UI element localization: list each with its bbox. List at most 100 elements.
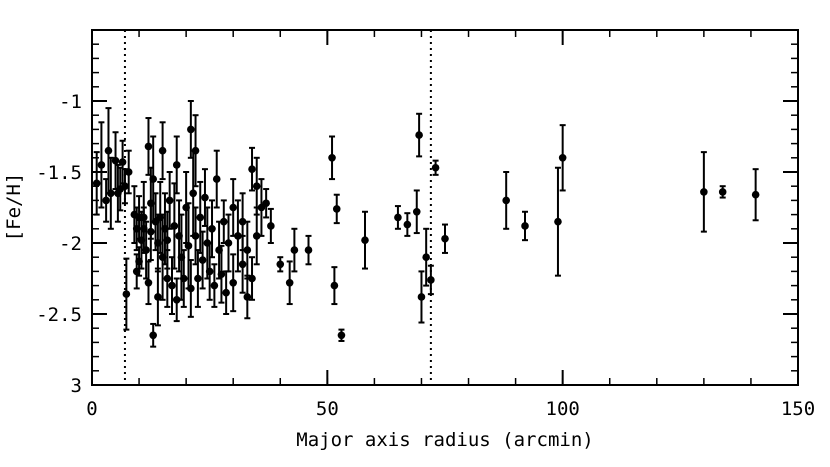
- point-marker: [248, 165, 256, 173]
- data-point: [521, 210, 529, 242]
- point-marker: [149, 175, 157, 183]
- data-point: [412, 189, 421, 235]
- point-marker: [238, 217, 247, 226]
- point-marker: [422, 253, 430, 261]
- point-marker: [212, 175, 221, 183]
- data-point: [238, 192, 247, 252]
- data-point: [172, 277, 181, 323]
- point-marker: [224, 239, 233, 247]
- data-point: [224, 213, 233, 273]
- point-marker: [290, 246, 299, 254]
- x-tick-label: 50: [316, 398, 339, 420]
- point-marker: [248, 274, 256, 283]
- data-point: [558, 124, 567, 192]
- point-marker: [147, 227, 155, 236]
- point-marker: [165, 196, 174, 205]
- data-point: [554, 166, 562, 277]
- point-marker: [521, 222, 529, 230]
- data-point: [361, 210, 369, 270]
- point-marker: [431, 163, 440, 172]
- data-point: [248, 146, 256, 192]
- x-tick-labels: 0 50 100 150: [86, 398, 815, 420]
- point-marker: [102, 196, 110, 205]
- data-point: [122, 257, 131, 331]
- data-point: [718, 185, 727, 199]
- data-point: [422, 227, 430, 287]
- point-marker: [403, 220, 412, 229]
- point-marker: [222, 288, 230, 297]
- point-marker: [189, 189, 197, 198]
- data-points: [92, 100, 760, 348]
- point-marker: [238, 260, 247, 269]
- point-marker: [187, 284, 195, 293]
- data-point: [403, 212, 412, 237]
- data-point: [243, 220, 252, 280]
- data-point: [252, 206, 261, 266]
- point-marker: [252, 232, 261, 240]
- data-point: [243, 274, 252, 320]
- point-marker: [394, 213, 402, 222]
- point-marker: [361, 236, 369, 244]
- point-marker: [194, 274, 202, 283]
- point-marker: [198, 256, 207, 264]
- point-marker: [144, 142, 153, 151]
- point-marker: [172, 296, 181, 304]
- point-marker: [187, 125, 195, 134]
- point-marker: [201, 193, 209, 202]
- point-marker: [208, 225, 216, 233]
- x-axis-label: Major axis radius (arcmin): [296, 429, 593, 451]
- x-tick-label: 100: [546, 398, 580, 420]
- plot-frame: [91, 29, 799, 386]
- y-tick-label: -2: [59, 233, 82, 255]
- data-point: [441, 223, 449, 254]
- data-point: [330, 266, 339, 306]
- data-point: [163, 249, 172, 308]
- point-marker: [142, 246, 150, 254]
- data-point: [337, 328, 346, 342]
- y-tick-labels: -1 -1.5 -2 -2.5 3: [36, 91, 82, 397]
- point-marker: [252, 182, 261, 190]
- data-point: [187, 259, 195, 318]
- data-point: [304, 234, 313, 266]
- data-point: [212, 149, 221, 209]
- data-point: [170, 182, 179, 270]
- data-point: [172, 135, 181, 195]
- data-point: [431, 159, 440, 176]
- point-marker: [172, 161, 181, 169]
- point-marker: [412, 207, 421, 216]
- data-point: [229, 178, 237, 237]
- point-marker: [97, 161, 106, 169]
- point-marker: [144, 278, 153, 287]
- data-point: [144, 117, 153, 176]
- data-point: [415, 112, 423, 158]
- point-marker: [219, 217, 228, 226]
- data-point: [332, 193, 341, 225]
- point-marker: [502, 196, 510, 205]
- point-marker: [196, 213, 205, 222]
- point-marker: [122, 290, 131, 298]
- data-point: [328, 135, 336, 181]
- point-marker: [751, 190, 760, 199]
- point-marker: [163, 274, 172, 283]
- point-marker: [191, 232, 200, 240]
- reference-lines: [123, 30, 432, 385]
- x-tick-label: 150: [781, 398, 815, 420]
- point-marker: [417, 293, 426, 301]
- data-point: [427, 264, 435, 296]
- data-point: [144, 260, 153, 306]
- y-tick-label: -2.5: [36, 304, 82, 326]
- data-point: [252, 156, 261, 216]
- y-axis-label: [Fe/H]: [3, 173, 25, 242]
- data-point: [285, 260, 294, 306]
- point-marker: [267, 222, 275, 230]
- data-point: [196, 180, 205, 254]
- data-point: [234, 199, 242, 273]
- data-point: [751, 168, 760, 222]
- point-marker: [191, 146, 200, 155]
- data-point: [191, 114, 200, 188]
- x-tick-label: 0: [86, 398, 97, 420]
- data-point: [121, 168, 129, 205]
- data-point: [276, 256, 285, 273]
- point-marker: [337, 331, 346, 340]
